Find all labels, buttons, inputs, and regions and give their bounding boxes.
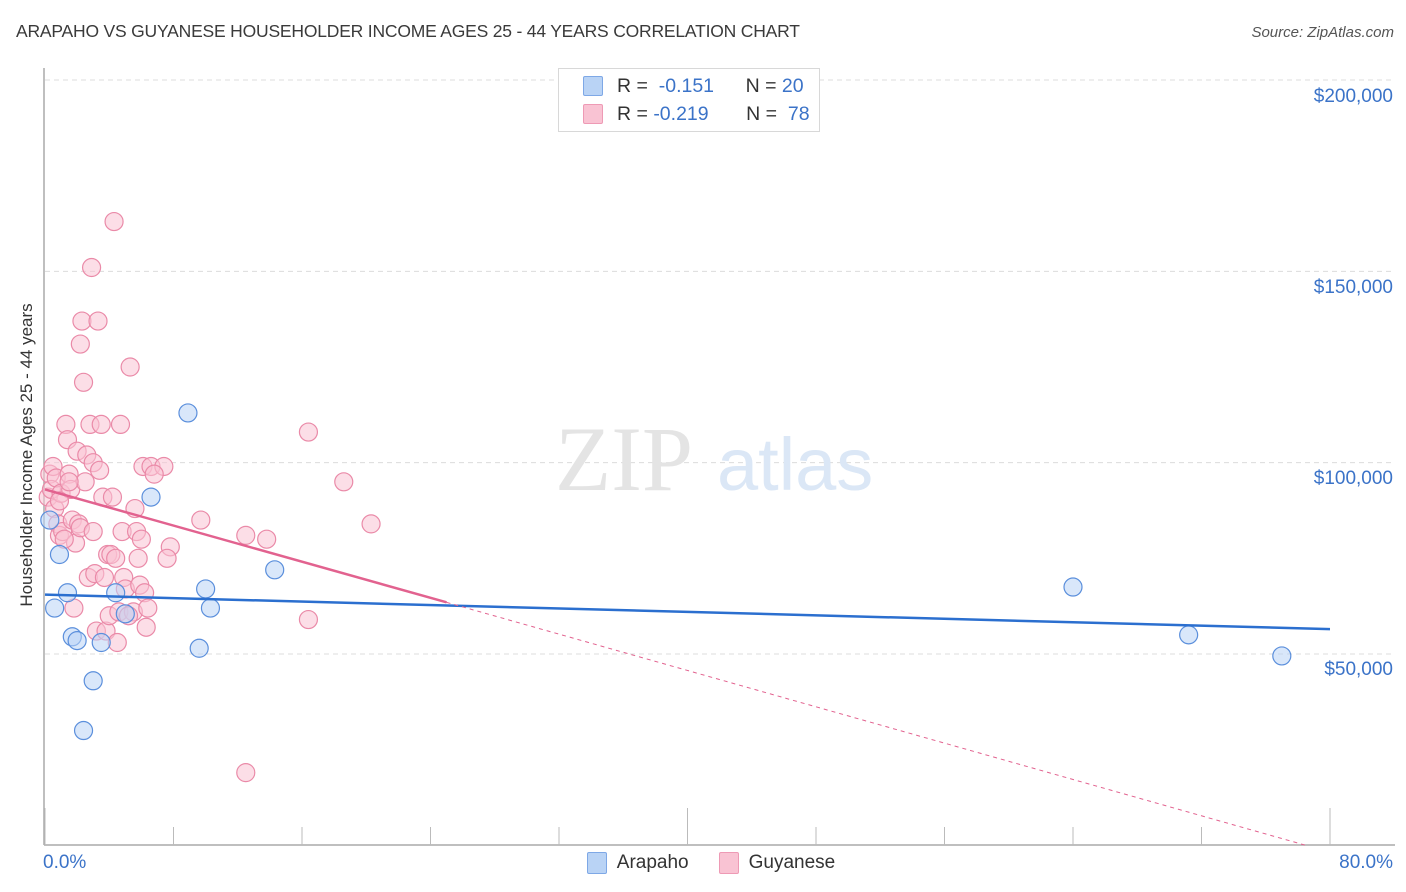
legend-label: Arapaho xyxy=(616,852,689,873)
guyanese-trend-line xyxy=(44,488,447,604)
data-point xyxy=(49,491,70,511)
data-point xyxy=(265,560,285,580)
data-point xyxy=(45,598,65,618)
watermark-logo: ZIP atlas xyxy=(555,408,873,510)
legend-item-guyanese[interactable]: Guyanese xyxy=(718,852,836,874)
data-point xyxy=(106,583,126,603)
y-tick-150000: $150,000 xyxy=(1313,277,1393,298)
data-point xyxy=(1063,577,1083,597)
n-label: N = xyxy=(745,74,777,97)
r-value: -0.219 xyxy=(653,102,709,125)
data-point xyxy=(94,567,115,588)
data-point xyxy=(91,414,111,434)
arapaho-points xyxy=(40,403,1292,741)
data-point xyxy=(67,631,87,651)
chart-title: ARAPAHO VS GUYANESE HOUSEHOLDER INCOME A… xyxy=(16,21,800,41)
data-point xyxy=(334,472,354,492)
data-point xyxy=(138,598,158,618)
data-point xyxy=(191,510,211,530)
y-axis-label: Householder Income Ages 25 - 44 years xyxy=(17,303,36,607)
data-point xyxy=(128,548,148,568)
data-point xyxy=(40,510,60,530)
data-point xyxy=(70,334,90,354)
data-point xyxy=(298,422,319,442)
data-point xyxy=(257,529,277,549)
r-label: R = xyxy=(617,74,648,97)
r-value: -0.151 xyxy=(658,74,715,97)
legend-label: Guyanese xyxy=(748,852,836,873)
data-point xyxy=(1272,646,1292,666)
legend-item-arapaho[interactable]: Arapaho xyxy=(586,852,689,874)
data-point xyxy=(115,604,135,624)
data-point xyxy=(136,617,156,637)
legend-row-guyanese: R = -0.219 N = 78 xyxy=(583,102,810,126)
arapaho-trend-line xyxy=(44,593,1331,631)
data-point xyxy=(91,632,111,653)
arapaho-swatch-icon xyxy=(586,852,607,874)
guyanese-trend-extension xyxy=(446,601,1307,846)
watermark-atlas: atlas xyxy=(717,423,873,506)
data-point xyxy=(83,671,103,691)
data-point xyxy=(73,372,94,392)
data-point xyxy=(236,763,256,783)
legend-row-arapaho: R = -0.151 N = 20 xyxy=(583,74,804,98)
trend-lines xyxy=(44,488,1331,846)
y-tick-100000: $100,000 xyxy=(1313,468,1393,489)
data-point xyxy=(110,414,131,434)
data-point xyxy=(90,460,110,480)
data-point xyxy=(178,403,198,423)
n-label: N = xyxy=(746,102,778,125)
source-label: Source: ZipAtlas.com xyxy=(1251,24,1394,41)
data-point xyxy=(88,311,108,331)
guyanese-swatch-icon xyxy=(583,104,603,124)
data-point xyxy=(57,583,78,603)
data-point xyxy=(361,514,381,534)
data-point xyxy=(81,257,102,278)
data-point xyxy=(59,472,79,492)
x-tick-min: 0.0% xyxy=(43,852,87,873)
data-point xyxy=(75,472,95,492)
n-value: 78 xyxy=(787,102,810,125)
data-point xyxy=(73,720,94,741)
correlation-legend: R = -0.151 N = 20 R = -0.219 N = 78 xyxy=(558,68,820,132)
y-tick-200000: $200,000 xyxy=(1313,86,1393,107)
watermark-zip: ZIP xyxy=(555,408,693,510)
guyanese-swatch-icon xyxy=(718,852,739,874)
series-legend: Arapaho Guyanese xyxy=(0,852,1406,874)
data-point xyxy=(131,529,151,549)
gridlines xyxy=(45,79,1395,655)
data-point xyxy=(196,579,216,599)
data-point xyxy=(236,525,256,545)
data-point xyxy=(72,311,92,331)
data-point xyxy=(107,632,127,653)
data-point xyxy=(1179,625,1199,645)
arapaho-swatch-icon xyxy=(583,76,603,96)
data-point xyxy=(83,521,103,542)
x-tick-max: 80.0% xyxy=(1339,852,1393,873)
r-label: R = xyxy=(617,102,648,125)
data-point xyxy=(49,544,70,565)
n-value: 20 xyxy=(781,74,804,97)
data-point xyxy=(189,638,209,658)
data-point xyxy=(102,487,123,507)
data-point xyxy=(120,357,140,377)
data-point xyxy=(104,211,124,232)
data-point xyxy=(200,598,221,618)
data-point xyxy=(157,548,177,568)
data-point xyxy=(298,609,319,630)
axes xyxy=(43,68,1395,846)
y-tick-50000: $50,000 xyxy=(1324,659,1393,680)
data-point xyxy=(106,548,126,568)
data-point xyxy=(141,487,161,507)
data-point xyxy=(144,464,164,484)
guyanese-points xyxy=(38,211,381,783)
